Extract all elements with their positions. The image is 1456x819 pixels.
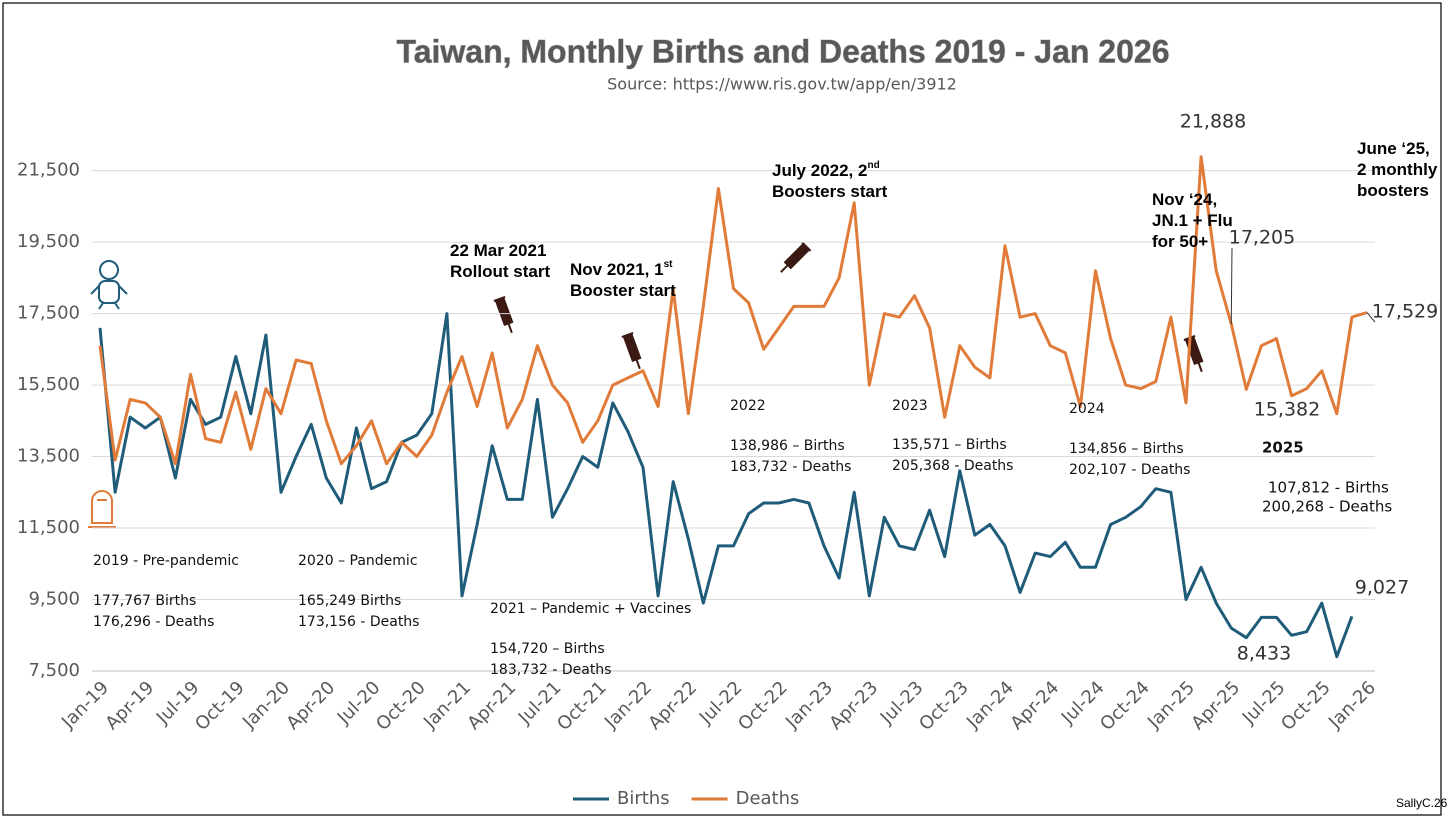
y-tick-label: 21,500 <box>17 160 80 181</box>
summary-births: 154,720 – Births <box>490 641 605 657</box>
summary-label: 2025 <box>1262 439 1304 457</box>
summary-births: 138,986 – Births <box>730 438 845 454</box>
data-label: 9,027 <box>1355 577 1409 599</box>
annotation: Booster start <box>570 281 676 300</box>
annotation-text: for 50+ <box>1152 232 1208 251</box>
annotation: Boosters start <box>772 182 888 201</box>
annotation-text: boosters <box>1357 181 1429 200</box>
x-tick-label: Apr-25 <box>1187 677 1244 734</box>
y-tick-label: 17,500 <box>17 303 80 324</box>
y-tick-label: 13,500 <box>17 446 80 467</box>
x-tick-label: Apr-22 <box>644 677 701 734</box>
chart-title: Taiwan, Monthly Births and Deaths 2019 -… <box>397 33 1170 69</box>
annotation: June ‘25, <box>1357 139 1430 158</box>
summary-deaths: 183,732 - Deaths <box>490 662 611 678</box>
legend-label: Births <box>617 788 670 809</box>
line-1 <box>98 155 1368 466</box>
y-tick-label: 15,500 <box>17 374 80 395</box>
summary-deaths: 183,732 - Deaths <box>730 459 851 475</box>
x-tick-label: Oct-24 <box>1096 677 1154 735</box>
data-label: 17,529 <box>1372 301 1438 323</box>
x-tick-label: Jan-23 <box>781 677 837 733</box>
chart-subtitle: Source: https://www.ris.gov.tw/app/en/39… <box>607 75 957 94</box>
annotation-text: July 2022, 2 <box>772 161 867 180</box>
summary-deaths: 202,107 - Deaths <box>1069 462 1190 478</box>
annotation-sup: nd <box>867 160 879 171</box>
annotation: for 50+ <box>1152 232 1208 251</box>
summary-births: 177,767 Births <box>93 593 196 609</box>
x-tick-label: Oct-21 <box>553 677 611 735</box>
x-tick-label: Jan-24 <box>962 677 1018 733</box>
x-tick-label: Apr-19 <box>101 677 158 734</box>
annotation: Nov 2021, 1st <box>570 259 673 280</box>
y-tick-label: 19,500 <box>17 231 80 252</box>
x-tick-label: Oct-22 <box>734 677 792 735</box>
annotation: July 2022, 2nd <box>772 160 880 181</box>
x-tick-label: Apr-21 <box>463 677 520 734</box>
x-tick-label: Apr-23 <box>825 677 882 734</box>
annotation: Nov ‘24, <box>1152 190 1217 209</box>
summary-births: 135,571 – Births <box>892 437 1007 453</box>
summary-label: 2024 <box>1069 401 1105 417</box>
summary-label: 2021 – Pandemic + Vaccines <box>490 601 691 617</box>
x-tick-label: Jan-26 <box>1324 677 1380 733</box>
annotation: boosters <box>1357 181 1429 200</box>
x-tick-label: Oct-23 <box>915 677 973 735</box>
annotation-text: Booster start <box>570 281 676 300</box>
x-tick-label: Apr-24 <box>1006 677 1063 734</box>
annotation-text: June ‘25, <box>1357 139 1430 158</box>
line-0 <box>98 312 1354 659</box>
legend-label: Deaths <box>736 788 800 809</box>
x-tick-label: Jan-21 <box>419 677 475 733</box>
summary-label: 2022 <box>730 398 766 414</box>
grave-icon <box>88 490 116 528</box>
x-tick-label: Jan-22 <box>600 677 656 733</box>
x-tick-label: Jan-19 <box>57 677 113 733</box>
summary-label: 2020 – Pandemic <box>298 553 418 569</box>
y-tick-label: 9,500 <box>28 589 80 610</box>
summary-label: 2023 <box>892 398 928 414</box>
annotation-sup: st <box>664 259 674 270</box>
credit: SallyC.26 <box>1396 796 1448 810</box>
annotation-text: 22 Mar 2021 <box>450 241 546 260</box>
summary-deaths: 200,268 - Deaths <box>1262 498 1392 516</box>
y-tick-label: 7,500 <box>28 660 80 681</box>
annotation-text: JN.1 + Flu <box>1152 211 1233 230</box>
data-label: 15,382 <box>1254 399 1320 421</box>
leader-line <box>1230 247 1233 325</box>
summary-births: 165,249 Births <box>298 593 401 609</box>
baby-icon <box>90 260 128 310</box>
annotation-text: Boosters start <box>772 182 888 201</box>
annotation-text: Rollout start <box>450 262 550 281</box>
summary-deaths: 173,156 - Deaths <box>298 614 419 630</box>
summary-births: 107,812 - Births <box>1268 479 1389 497</box>
annotation-text: Nov ‘24, <box>1152 190 1217 209</box>
x-tick-label: Apr-20 <box>282 677 339 734</box>
summary-label: 2019 - Pre-pandemic <box>93 553 239 569</box>
annotation: 2 monthly <box>1357 160 1438 179</box>
summary-deaths: 176,296 - Deaths <box>93 614 214 630</box>
data-label: 17,205 <box>1229 227 1295 249</box>
leader-line <box>1366 312 1376 323</box>
x-tick-label: Oct-19 <box>191 677 249 735</box>
annotation: JN.1 + Flu <box>1152 211 1233 230</box>
annotation: Rollout start <box>450 262 550 281</box>
annotation: 22 Mar 2021 <box>450 241 546 260</box>
data-label: 21,888 <box>1180 111 1246 133</box>
x-tick-label: Oct-25 <box>1277 677 1335 735</box>
annotation-text: Nov 2021, 1 <box>570 260 664 279</box>
summary-births: 134,856 – Births <box>1069 441 1184 457</box>
y-tick-label: 11,500 <box>17 517 80 538</box>
summary-deaths: 205,368 - Deaths <box>892 458 1013 474</box>
data-label: 8,433 <box>1237 643 1291 665</box>
x-tick-label: Jan-20 <box>238 677 294 733</box>
x-tick-label: Oct-20 <box>372 677 430 735</box>
annotation-text: 2 monthly <box>1357 160 1438 179</box>
x-tick-label: Jan-25 <box>1143 677 1199 733</box>
